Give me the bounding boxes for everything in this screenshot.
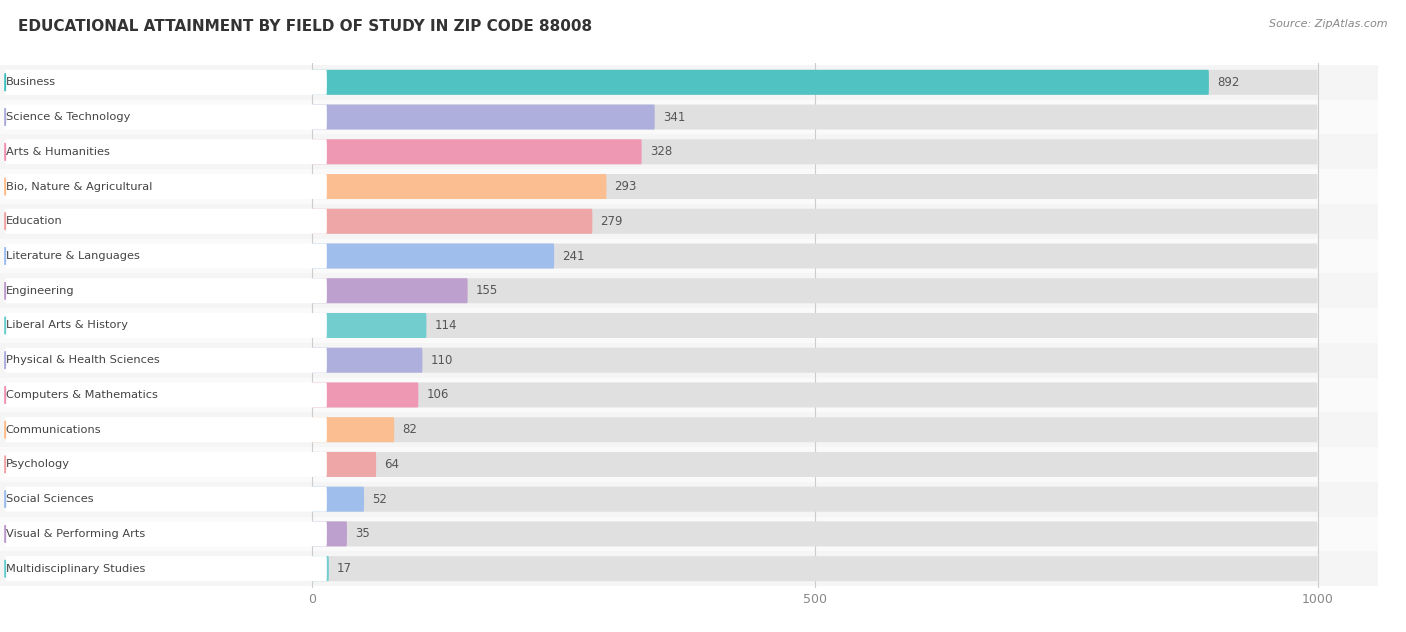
Text: 155: 155 [475,284,498,297]
FancyBboxPatch shape [6,209,326,234]
FancyBboxPatch shape [6,278,326,303]
Text: Engineering: Engineering [6,286,75,296]
FancyBboxPatch shape [0,65,1378,100]
Text: 17: 17 [337,562,352,575]
FancyBboxPatch shape [0,308,1378,343]
FancyBboxPatch shape [312,417,394,442]
FancyBboxPatch shape [6,382,326,408]
FancyBboxPatch shape [0,343,1378,377]
Text: Psychology: Psychology [6,459,70,470]
Text: 341: 341 [662,111,685,123]
FancyBboxPatch shape [312,209,1317,234]
FancyBboxPatch shape [312,521,1317,547]
Text: Visual & Performing Arts: Visual & Performing Arts [6,529,145,539]
FancyBboxPatch shape [6,104,326,130]
FancyBboxPatch shape [0,100,1378,135]
FancyBboxPatch shape [312,313,1317,338]
FancyBboxPatch shape [0,204,1378,239]
Text: 241: 241 [562,250,585,262]
Text: Bio, Nature & Agricultural: Bio, Nature & Agricultural [6,181,152,191]
FancyBboxPatch shape [312,70,1209,95]
FancyBboxPatch shape [6,174,326,199]
FancyBboxPatch shape [312,556,1317,581]
Text: Liberal Arts & History: Liberal Arts & History [6,320,128,331]
FancyBboxPatch shape [0,412,1378,447]
FancyBboxPatch shape [312,348,422,373]
Text: Multidisciplinary Studies: Multidisciplinary Studies [6,564,145,574]
FancyBboxPatch shape [6,139,326,164]
FancyBboxPatch shape [0,482,1378,516]
FancyBboxPatch shape [312,243,1317,269]
FancyBboxPatch shape [6,243,326,269]
FancyBboxPatch shape [312,521,347,547]
FancyBboxPatch shape [6,70,326,95]
FancyBboxPatch shape [0,447,1378,482]
FancyBboxPatch shape [0,169,1378,204]
Text: 892: 892 [1218,76,1239,89]
FancyBboxPatch shape [312,417,1317,442]
Text: 82: 82 [402,423,418,436]
Text: Science & Technology: Science & Technology [6,112,129,122]
FancyBboxPatch shape [6,348,326,373]
Text: Computers & Mathematics: Computers & Mathematics [6,390,157,400]
Text: Business: Business [6,77,56,87]
FancyBboxPatch shape [312,452,377,477]
FancyBboxPatch shape [0,239,1378,274]
Text: EDUCATIONAL ATTAINMENT BY FIELD OF STUDY IN ZIP CODE 88008: EDUCATIONAL ATTAINMENT BY FIELD OF STUDY… [18,19,592,34]
Text: 64: 64 [384,458,399,471]
FancyBboxPatch shape [0,377,1378,412]
FancyBboxPatch shape [312,452,1317,477]
FancyBboxPatch shape [6,487,326,512]
FancyBboxPatch shape [312,104,655,130]
Text: 106: 106 [426,389,449,401]
FancyBboxPatch shape [6,313,326,338]
Text: Physical & Health Sciences: Physical & Health Sciences [6,355,159,365]
FancyBboxPatch shape [312,243,554,269]
Text: Communications: Communications [6,425,101,435]
FancyBboxPatch shape [0,274,1378,308]
FancyBboxPatch shape [312,174,1317,199]
FancyBboxPatch shape [312,313,426,338]
Text: Source: ZipAtlas.com: Source: ZipAtlas.com [1270,19,1388,29]
Text: Social Sciences: Social Sciences [6,494,93,504]
FancyBboxPatch shape [312,348,1317,373]
Text: 110: 110 [430,354,453,367]
FancyBboxPatch shape [6,452,326,477]
FancyBboxPatch shape [0,551,1378,586]
FancyBboxPatch shape [312,556,329,581]
FancyBboxPatch shape [312,278,468,303]
FancyBboxPatch shape [312,487,1317,512]
Text: 279: 279 [600,215,623,228]
FancyBboxPatch shape [0,516,1378,551]
Text: 328: 328 [650,145,672,158]
FancyBboxPatch shape [6,556,326,581]
FancyBboxPatch shape [6,417,326,442]
FancyBboxPatch shape [0,135,1378,169]
FancyBboxPatch shape [312,382,1317,408]
FancyBboxPatch shape [312,487,364,512]
FancyBboxPatch shape [312,139,1317,164]
FancyBboxPatch shape [312,174,606,199]
Text: Education: Education [6,216,62,226]
Text: 114: 114 [434,319,457,332]
FancyBboxPatch shape [312,70,1317,95]
FancyBboxPatch shape [6,521,326,547]
Text: Arts & Humanities: Arts & Humanities [6,147,110,157]
FancyBboxPatch shape [312,104,1317,130]
FancyBboxPatch shape [312,139,641,164]
FancyBboxPatch shape [312,278,1317,303]
FancyBboxPatch shape [312,382,419,408]
FancyBboxPatch shape [312,209,592,234]
Text: Literature & Languages: Literature & Languages [6,251,139,261]
Text: 52: 52 [373,493,387,506]
Text: 35: 35 [356,528,370,540]
Text: 293: 293 [614,180,637,193]
